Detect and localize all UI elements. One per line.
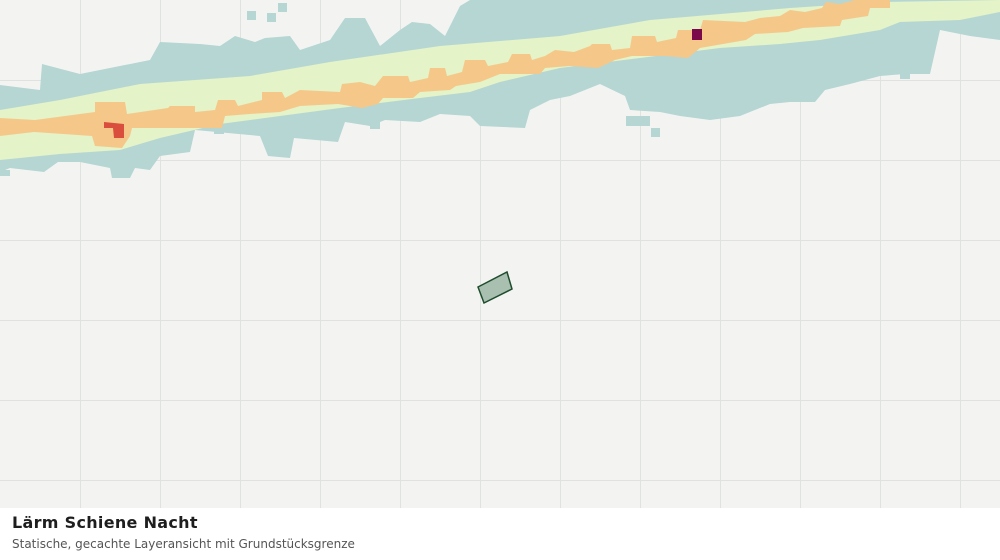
layer-title: Lärm Schiene Nacht bbox=[12, 513, 198, 532]
noise-zone-medium bbox=[0, 0, 1000, 160]
layer-subtitle: Statische, gecachte Layeransicht mit Gru… bbox=[12, 537, 355, 551]
noise-zone-peak bbox=[104, 29, 702, 138]
map-canvas bbox=[0, 0, 1000, 508]
parcel-boundary bbox=[477, 270, 513, 305]
noise-zone-high bbox=[0, 0, 890, 148]
caption-panel: Lärm Schiene Nacht Statische, gecachte L… bbox=[0, 508, 1000, 560]
